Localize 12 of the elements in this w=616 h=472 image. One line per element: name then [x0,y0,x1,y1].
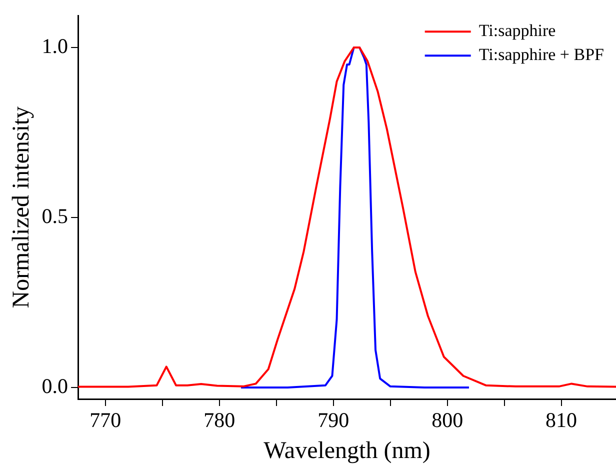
y-axis-title: Normalized intensity [8,106,35,308]
x-tick-label: 800 [432,408,464,432]
y-tick-label: 1.0 [42,34,68,58]
legend-label: Ti:sapphire [478,21,556,40]
y-tick-label: 0.0 [42,374,68,398]
x-tick-label: 810 [546,408,578,432]
x-tick-label: 770 [90,408,122,432]
x-tick-label: 790 [318,408,350,432]
x-tick-label: 780 [204,408,236,432]
y-tick-label: 0.5 [42,204,68,228]
legend-label: Ti:sapphire + BPF [478,45,604,64]
x-axis-title: Wavelength (nm) [264,438,430,464]
